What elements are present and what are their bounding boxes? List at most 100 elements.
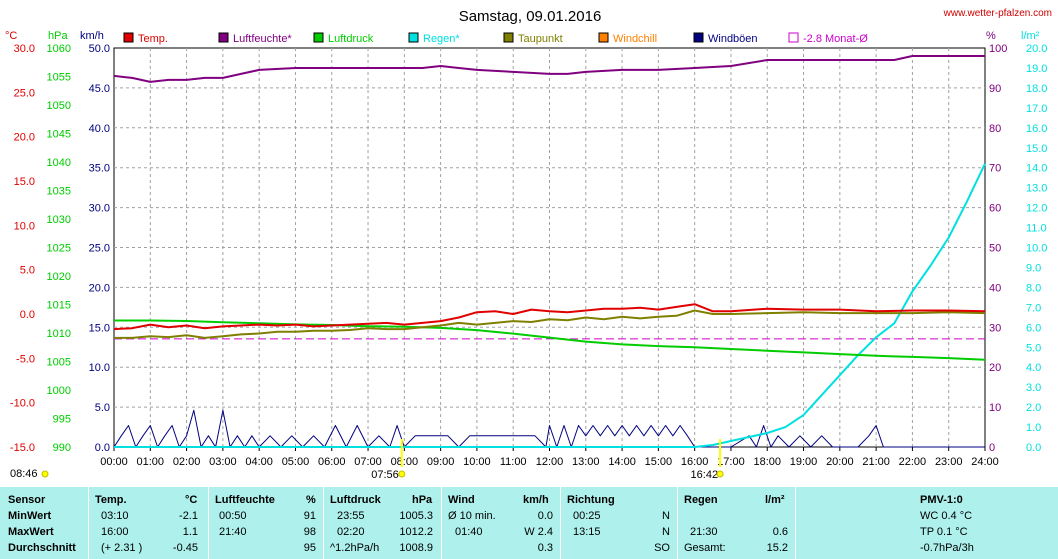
wind-max-time: 01:40 bbox=[455, 526, 483, 538]
rain-total-label: Gesamt: bbox=[684, 542, 726, 554]
unit-temp: °C bbox=[5, 30, 17, 42]
humidity-tick-label: 80 bbox=[989, 123, 1001, 135]
humidity-tick-label: 30 bbox=[989, 322, 1001, 334]
temp-min-value: -2.1 bbox=[179, 510, 198, 522]
sun-icon bbox=[398, 470, 406, 478]
legend-swatch bbox=[408, 32, 419, 43]
wind-current-value: 0.0 bbox=[537, 510, 553, 522]
humidity-avg-value: 95 bbox=[303, 542, 316, 554]
rain-total-value: 15.2 bbox=[766, 542, 788, 554]
rain-header: Regen bbox=[684, 494, 718, 506]
wind-unit: km/h bbox=[523, 494, 549, 506]
x-tick-label: 00:00 bbox=[100, 456, 128, 468]
sun-icon bbox=[41, 470, 49, 478]
pressure-tick-label: 1010 bbox=[47, 328, 71, 340]
series-layer bbox=[113, 55, 986, 448]
rain-max-value: 0.6 bbox=[772, 526, 788, 538]
rain-tick-label: 18.0 bbox=[1026, 83, 1047, 95]
rain-unit: l/m² bbox=[765, 494, 785, 506]
x-tick-label: 03:00 bbox=[209, 456, 237, 468]
rain-tick-label: 2.0 bbox=[1026, 402, 1041, 414]
pressure-tick-label: 1035 bbox=[47, 186, 71, 198]
pressure-header: Luftdruck bbox=[330, 494, 381, 506]
rain-tick-label: 4.0 bbox=[1026, 362, 1041, 374]
temp-tick-label: -15.0 bbox=[10, 442, 35, 454]
legend-label: Temp. bbox=[138, 33, 168, 45]
wind-tick-label: 25.0 bbox=[89, 243, 110, 255]
temp-trend: (+ 2.31 ) bbox=[101, 542, 143, 554]
humidity-tick-label: 50 bbox=[989, 243, 1001, 255]
series-luftfeuchte bbox=[113, 55, 985, 83]
grid bbox=[113, 47, 986, 448]
legend-label: Taupunkt bbox=[518, 33, 563, 45]
x-tick-label: 11:00 bbox=[500, 456, 527, 468]
wind-tick-label: 50.0 bbox=[89, 43, 110, 55]
x-tick-label: 14:00 bbox=[608, 456, 636, 468]
direction-avg-value: SO bbox=[654, 542, 670, 554]
x-tick-label: 10:00 bbox=[463, 456, 491, 468]
rain-tick-label: 10.0 bbox=[1026, 243, 1047, 255]
rain-tick-label: 9.0 bbox=[1026, 262, 1041, 274]
stats-divider bbox=[795, 487, 796, 559]
temp-tick-label: 5.0 bbox=[20, 265, 35, 277]
pressure-tick-label: 995 bbox=[53, 414, 71, 426]
temp-max-value: 1.1 bbox=[182, 526, 198, 538]
x-tick-label: 04:00 bbox=[245, 456, 273, 468]
stats-divider bbox=[208, 487, 209, 559]
pmv-dewpoint: TP 0.1 °C bbox=[920, 526, 968, 538]
legend: Temp. Luftfeuchte* Luftdruck Regen* Taupunkt… bbox=[123, 32, 868, 45]
pmv-windchill: WC 0.4 °C bbox=[920, 510, 973, 522]
legend-swatch bbox=[123, 32, 134, 43]
x-tick-label: 12:00 bbox=[536, 456, 564, 468]
pressure-tick-label: 1060 bbox=[47, 43, 71, 55]
pmv-pressure-trend: -0.7hPa/3h bbox=[920, 542, 974, 554]
x-tick-label: 09:00 bbox=[427, 456, 455, 468]
wind-avg-value: 0.3 bbox=[537, 542, 553, 554]
x-tick-label: 07:00 bbox=[354, 456, 382, 468]
axes: 30.0 25.0 20.0 15.0 10.0 5.0 0.0 -5.0 -10.0 -15.0… bbox=[10, 43, 1048, 468]
pressure-max-value: 1012.2 bbox=[399, 526, 433, 538]
x-tick-label: 23:00 bbox=[935, 456, 963, 468]
x-tick-label: 06:00 bbox=[318, 456, 346, 468]
series-regen bbox=[114, 163, 986, 448]
direction-min-time: 00:25 bbox=[573, 510, 601, 522]
sun-icon bbox=[716, 470, 724, 478]
row-label-avg: Durchschnitt bbox=[8, 542, 76, 554]
pressure-avg-value: 1008.9 bbox=[399, 542, 433, 554]
legend-swatch bbox=[693, 32, 704, 43]
wind-tick-label: 45.0 bbox=[89, 83, 110, 95]
legend-swatch bbox=[788, 32, 799, 43]
x-tick-label: 17:00 bbox=[717, 456, 745, 468]
x-tick-label: 19:00 bbox=[790, 456, 818, 468]
direction-header: Richtung bbox=[567, 494, 615, 506]
rain-tick-label: 12.0 bbox=[1026, 203, 1047, 215]
pressure-max-time: 02:20 bbox=[337, 526, 365, 538]
unit-humidity: % bbox=[986, 30, 996, 42]
x-tick-label: 16:00 bbox=[681, 456, 709, 468]
wind-tick-label: 35.0 bbox=[89, 163, 110, 175]
rain-tick-label: 15.0 bbox=[1026, 143, 1047, 155]
pressure-tick-label: 1055 bbox=[47, 72, 71, 84]
pressure-trend: ^1.2hPa/h bbox=[330, 542, 380, 554]
pressure-tick-label: 1020 bbox=[47, 271, 71, 283]
x-tick-label: 15:00 bbox=[645, 456, 673, 468]
x-tick-label: 24:00 bbox=[971, 456, 999, 468]
rain-tick-label: 19.0 bbox=[1026, 63, 1047, 75]
unit-wind: km/h bbox=[80, 30, 104, 42]
legend-swatch bbox=[218, 32, 229, 43]
stats-divider bbox=[88, 487, 89, 559]
humidity-max-value: 98 bbox=[303, 526, 316, 538]
pressure-tick-label: 1045 bbox=[47, 129, 71, 141]
pressure-tick-label: 1025 bbox=[47, 243, 71, 255]
x-tick-label: 01:00 bbox=[137, 456, 165, 468]
legend-label: Luftdruck bbox=[328, 33, 374, 45]
wind-tick-label: 10.0 bbox=[89, 362, 110, 374]
pressure-unit: hPa bbox=[412, 494, 433, 506]
legend-label: Windchill bbox=[613, 33, 657, 45]
temp-header: Temp. bbox=[95, 494, 127, 506]
humidity-tick-label: 40 bbox=[989, 282, 1001, 294]
temp-tick-label: -5.0 bbox=[16, 353, 35, 365]
rain-tick-label: 13.0 bbox=[1026, 183, 1047, 195]
site-url[interactable]: www.wetter-pfalzen.com bbox=[943, 8, 1052, 19]
wind-avg-label: Ø 10 min. bbox=[448, 510, 496, 522]
